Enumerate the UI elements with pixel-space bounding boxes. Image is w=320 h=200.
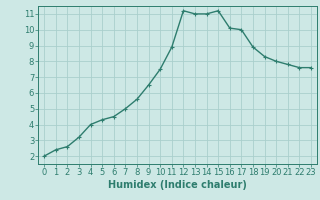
X-axis label: Humidex (Indice chaleur): Humidex (Indice chaleur)	[108, 180, 247, 190]
